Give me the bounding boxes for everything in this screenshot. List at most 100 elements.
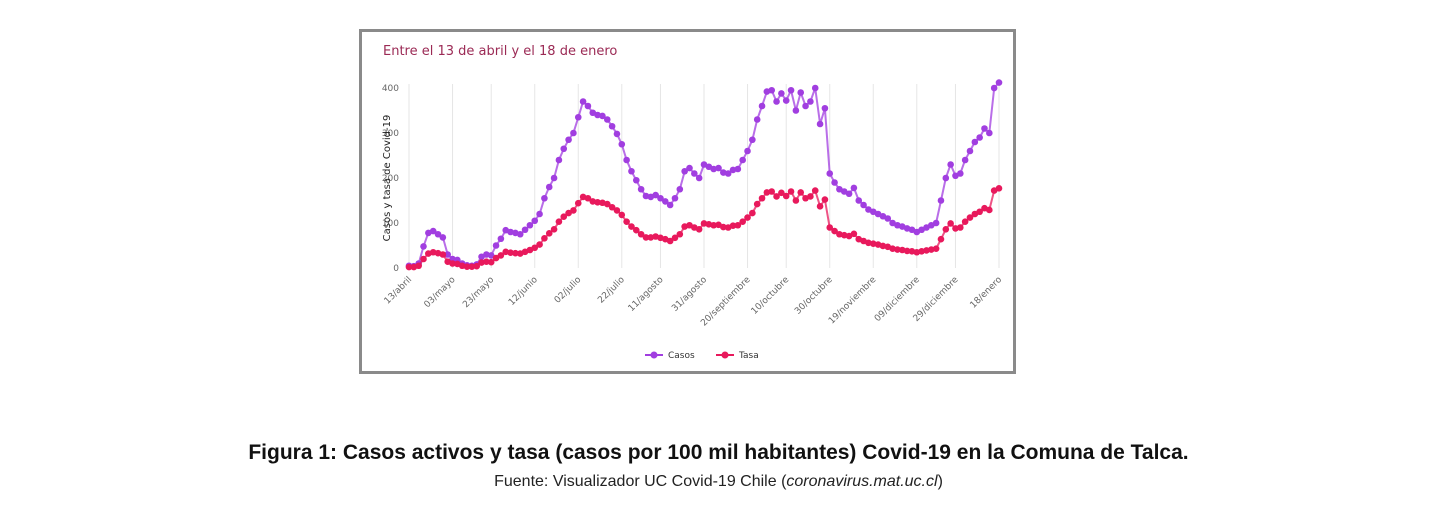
data-point-casos: [734, 165, 742, 173]
data-point-tasa: [618, 211, 626, 219]
data-point-tasa: [483, 258, 490, 265]
data-point-casos: [618, 140, 626, 148]
source-suffix: ): [937, 473, 943, 490]
data-point-casos: [811, 84, 819, 92]
x-tick-label: 19/noviembre: [827, 275, 879, 327]
data-point-tasa: [473, 262, 481, 270]
data-point-casos: [574, 113, 582, 121]
data-point-casos: [632, 176, 640, 184]
data-point-casos: [957, 170, 964, 177]
data-point-casos: [753, 116, 761, 123]
data-point-casos: [807, 98, 814, 105]
data-point-tasa: [986, 206, 993, 214]
y-axis-label: Casos y tasa de Covid-19: [382, 115, 393, 242]
data-point-tasa: [555, 218, 563, 225]
x-tick-label: 02/julio: [553, 275, 584, 306]
data-point-tasa: [405, 263, 413, 271]
x-tick-label: 12/junio: [507, 275, 540, 308]
data-point-casos: [821, 104, 829, 112]
data-point-casos: [565, 136, 572, 144]
data-point-casos: [976, 134, 983, 141]
data-point-casos: [662, 198, 669, 205]
data-point-casos: [623, 156, 630, 164]
data-point-tasa: [797, 189, 805, 196]
data-point-tasa: [966, 214, 974, 221]
data-point-tasa: [584, 194, 592, 202]
data-point-tasa: [666, 237, 674, 245]
data-point-casos: [768, 86, 776, 94]
data-point-tasa: [613, 207, 621, 214]
data-point-tasa: [574, 199, 582, 207]
data-point-casos: [560, 145, 568, 153]
data-point-tasa: [603, 200, 611, 208]
grid-lines: [408, 84, 1000, 268]
x-tick-label: 30/octubre: [793, 275, 835, 317]
data-point-tasa: [773, 193, 780, 200]
data-point-tasa: [792, 197, 800, 204]
data-point-casos: [420, 243, 427, 250]
data-point-casos: [434, 230, 442, 238]
data-point-tasa: [570, 207, 577, 214]
data-point-tasa: [671, 234, 679, 242]
data-point-tasa: [560, 213, 568, 220]
data-point-casos: [981, 125, 988, 132]
data-point-casos: [792, 107, 800, 114]
data-point-casos: [550, 174, 558, 182]
x-tick-label: 31/agosto: [670, 275, 709, 314]
data-point-casos: [932, 219, 940, 227]
data-point-tasa: [420, 255, 427, 263]
data-point-casos: [492, 242, 500, 249]
data-point-casos: [850, 184, 858, 192]
data-point-casos: [657, 194, 664, 202]
data-point-tasa: [932, 245, 940, 252]
data-point-casos: [966, 147, 974, 155]
data-point-casos: [695, 174, 703, 182]
data-point-tasa: [545, 230, 553, 237]
data-point-casos: [724, 170, 732, 177]
data-point-casos: [676, 185, 684, 193]
data-point-tasa: [816, 203, 824, 210]
data-point-tasa: [695, 226, 703, 233]
data-point-tasa: [637, 230, 645, 238]
data-point-casos: [691, 170, 698, 177]
x-tick-label: 13/abril: [383, 275, 414, 306]
data-point-casos: [613, 130, 621, 138]
x-tick-label: 11/agosto: [627, 275, 666, 314]
data-point-tasa: [976, 208, 983, 216]
data-point-tasa: [734, 221, 742, 229]
data-point-tasa: [550, 226, 558, 233]
figure-caption: Figura 1: Casos activos y tasa (casos po…: [248, 441, 1189, 464]
data-point-casos: [681, 167, 688, 175]
data-point-casos: [487, 252, 495, 259]
data-point-casos: [961, 156, 969, 164]
data-point-casos: [584, 102, 592, 110]
source-link[interactable]: coronavirus.mat.uc.cl: [786, 473, 938, 490]
data-point-tasa: [487, 258, 495, 266]
data-point-casos: [555, 156, 563, 164]
legend: Casos Tasa: [645, 351, 759, 361]
data-point-tasa: [942, 226, 950, 233]
data-point-casos: [541, 194, 548, 202]
data-point-tasa: [778, 189, 785, 197]
data-point-tasa: [831, 227, 838, 235]
data-point-tasa: [463, 263, 471, 270]
series-casos: [405, 79, 1003, 270]
data-point-casos: [802, 102, 809, 110]
data-point-casos: [715, 164, 722, 172]
data-point-casos: [531, 217, 539, 225]
chart-frame: Entre el 13 de abril y el 18 de enero 13…: [359, 29, 1016, 374]
y-tick-label: 300: [382, 129, 399, 139]
y-tick-label: 400: [382, 84, 399, 94]
data-point-tasa: [811, 187, 819, 194]
data-point-tasa: [807, 193, 814, 200]
data-point-tasa: [947, 220, 954, 227]
data-point-casos: [536, 210, 543, 218]
data-point-tasa: [937, 235, 945, 243]
legend-item-casos: Casos: [645, 351, 695, 361]
data-point-casos: [599, 112, 606, 120]
data-point-casos: [744, 147, 751, 155]
data-point-casos: [855, 197, 863, 204]
data-point-tasa: [415, 262, 422, 270]
data-point-tasa: [749, 209, 756, 217]
data-point-tasa: [608, 203, 616, 211]
